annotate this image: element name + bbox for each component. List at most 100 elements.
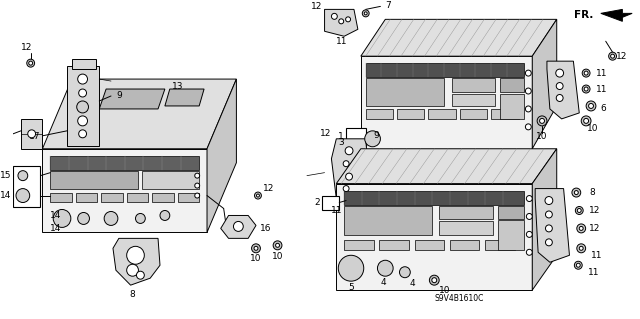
Bar <box>439 205 493 219</box>
Circle shape <box>252 244 260 253</box>
Circle shape <box>79 130 86 138</box>
Polygon shape <box>337 149 557 184</box>
Text: 12: 12 <box>320 129 332 138</box>
Circle shape <box>526 196 532 202</box>
Text: 11: 11 <box>588 268 600 277</box>
Text: 17: 17 <box>29 132 40 141</box>
Circle shape <box>545 211 552 218</box>
Circle shape <box>545 225 552 232</box>
Bar <box>415 240 444 250</box>
Circle shape <box>399 267 410 278</box>
Polygon shape <box>547 61 579 119</box>
Text: 15: 15 <box>0 171 11 180</box>
Text: 12: 12 <box>311 2 323 11</box>
Circle shape <box>526 249 532 255</box>
Polygon shape <box>324 9 358 36</box>
Bar <box>344 205 433 235</box>
Text: 9: 9 <box>116 91 122 100</box>
Circle shape <box>77 74 88 84</box>
Circle shape <box>276 243 280 247</box>
Circle shape <box>362 10 369 17</box>
Text: 12: 12 <box>21 43 33 52</box>
Circle shape <box>257 194 259 197</box>
Text: 14: 14 <box>0 191 11 200</box>
Circle shape <box>574 261 582 269</box>
Text: 12: 12 <box>263 184 274 193</box>
Text: 5: 5 <box>348 283 354 292</box>
Text: 10: 10 <box>439 286 451 295</box>
Circle shape <box>584 87 588 91</box>
Circle shape <box>537 116 547 126</box>
Circle shape <box>584 118 589 123</box>
Text: FR.: FR. <box>573 10 593 20</box>
Text: 3: 3 <box>339 138 344 147</box>
Bar <box>152 193 173 202</box>
Bar <box>51 171 138 189</box>
Circle shape <box>556 69 564 77</box>
Bar <box>397 109 424 119</box>
Text: 2: 2 <box>314 198 319 207</box>
Circle shape <box>579 226 583 230</box>
Text: 4: 4 <box>381 278 386 287</box>
Text: 10: 10 <box>250 254 262 263</box>
Circle shape <box>343 161 349 167</box>
Bar <box>346 128 365 146</box>
Text: 8: 8 <box>589 188 595 197</box>
Circle shape <box>53 210 71 227</box>
Polygon shape <box>532 19 557 149</box>
Bar <box>76 193 97 202</box>
Bar <box>485 240 515 250</box>
Text: 11: 11 <box>591 251 602 260</box>
Circle shape <box>577 263 580 267</box>
Circle shape <box>339 255 364 281</box>
Polygon shape <box>99 89 165 109</box>
Polygon shape <box>601 9 632 21</box>
Circle shape <box>79 89 86 97</box>
Circle shape <box>254 246 258 250</box>
Text: 10: 10 <box>536 132 548 141</box>
Bar <box>500 94 524 119</box>
Circle shape <box>127 246 144 264</box>
Circle shape <box>574 190 579 195</box>
Circle shape <box>378 260 393 276</box>
Circle shape <box>29 61 33 65</box>
Circle shape <box>611 54 614 58</box>
Circle shape <box>577 224 586 233</box>
Text: 11: 11 <box>596 85 607 93</box>
Circle shape <box>609 52 616 60</box>
Text: 14: 14 <box>51 224 61 233</box>
Polygon shape <box>42 149 207 232</box>
Bar <box>127 193 148 202</box>
Text: 11: 11 <box>335 37 347 46</box>
Circle shape <box>28 130 36 138</box>
Text: 12: 12 <box>589 206 600 215</box>
Circle shape <box>77 116 88 126</box>
Polygon shape <box>221 215 256 238</box>
Circle shape <box>27 59 35 67</box>
Polygon shape <box>361 19 557 56</box>
Bar <box>498 205 524 219</box>
Text: 8: 8 <box>130 290 136 299</box>
Circle shape <box>345 147 353 155</box>
Circle shape <box>77 212 90 225</box>
Circle shape <box>364 12 367 15</box>
Circle shape <box>339 19 344 24</box>
Polygon shape <box>113 238 160 285</box>
Circle shape <box>582 69 590 77</box>
Circle shape <box>136 271 144 279</box>
Circle shape <box>234 221 243 231</box>
Polygon shape <box>21 119 42 149</box>
Circle shape <box>556 83 563 90</box>
Polygon shape <box>532 149 557 290</box>
Bar <box>450 240 479 250</box>
Circle shape <box>195 173 200 178</box>
Circle shape <box>525 88 531 94</box>
Polygon shape <box>361 56 532 149</box>
Circle shape <box>16 189 29 203</box>
Circle shape <box>526 213 532 219</box>
Polygon shape <box>72 59 96 69</box>
Circle shape <box>429 275 439 285</box>
Circle shape <box>195 193 200 198</box>
Bar <box>344 240 374 250</box>
Text: 9: 9 <box>374 131 380 140</box>
